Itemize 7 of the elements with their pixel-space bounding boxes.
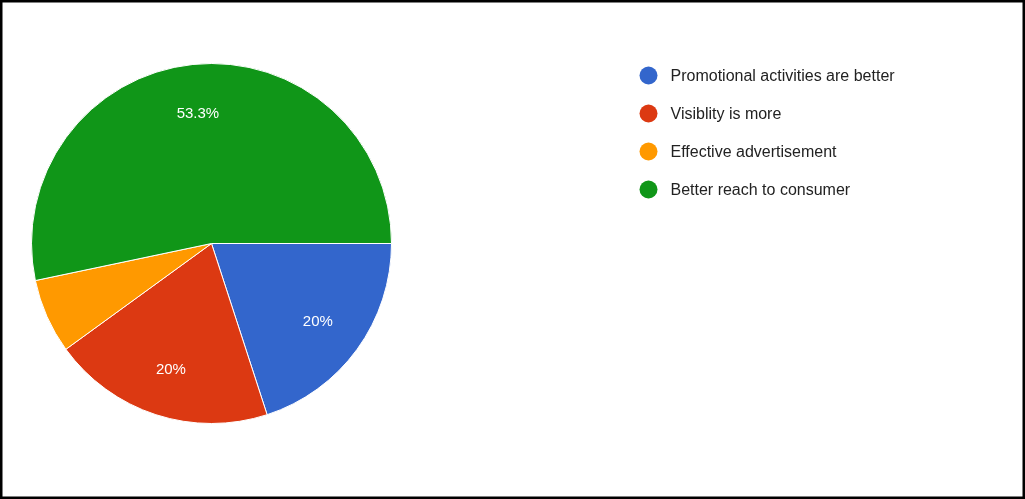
- data-label: 20%: [302, 312, 333, 330]
- data-label: 53.3%: [176, 104, 220, 122]
- legend-label: Effective advertisement: [670, 143, 838, 160]
- legend-label: Promotional activities are better: [670, 67, 896, 84]
- data-label: 20%: [155, 359, 186, 377]
- legend-label: Visiblity is more: [670, 105, 782, 122]
- legend-label: Better reach to consumer: [670, 181, 851, 198]
